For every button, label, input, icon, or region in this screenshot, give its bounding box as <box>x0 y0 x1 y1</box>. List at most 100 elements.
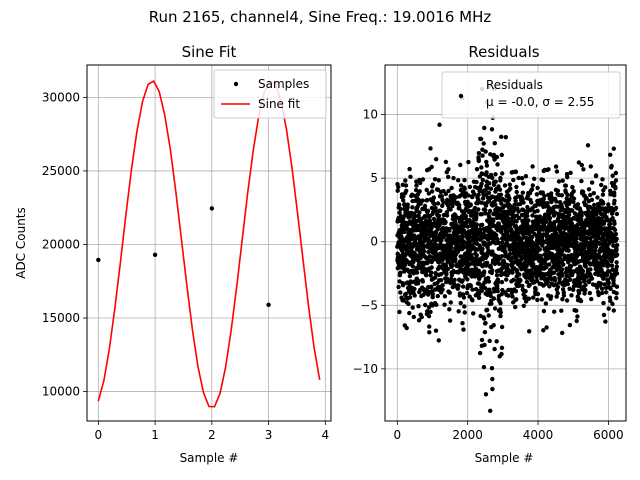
residual-point <box>570 185 575 190</box>
residual-point <box>549 276 554 282</box>
residual-point <box>498 313 503 319</box>
residual-point <box>604 272 610 278</box>
residual-point <box>429 189 435 194</box>
residual-point <box>442 294 448 299</box>
residual-point <box>568 264 574 269</box>
residual-point <box>518 278 523 283</box>
residual-point <box>431 195 436 200</box>
residual-point <box>403 291 408 297</box>
residual-point <box>408 290 413 296</box>
residual-point <box>535 208 540 214</box>
residual-point <box>496 184 501 189</box>
x-tick-label: 4000 <box>523 428 554 442</box>
residual-point <box>593 244 599 250</box>
residual-point <box>491 323 496 328</box>
legend-box <box>441 71 621 119</box>
figure-suptitle: Run 2165, channel4, Sine Freq.: 19.0016 … <box>149 8 492 26</box>
residual-point <box>431 216 437 222</box>
residual-point <box>593 248 598 253</box>
residual-point <box>427 330 432 335</box>
residual-point <box>552 309 557 314</box>
residual-point <box>499 324 505 330</box>
residual-point <box>443 159 449 165</box>
residual-point <box>613 170 619 176</box>
residual-point <box>452 277 457 283</box>
residual-point <box>404 325 409 331</box>
x-tick-label: 2000 <box>452 428 483 442</box>
residual-point <box>395 188 400 193</box>
residual-point <box>574 308 579 313</box>
residual-point <box>581 167 586 172</box>
residual-point <box>513 289 519 294</box>
residual-point <box>407 240 412 245</box>
residual-point <box>429 270 434 275</box>
residual-point <box>483 207 488 213</box>
residual-point <box>483 203 489 208</box>
residual-point <box>462 186 467 191</box>
residual-point <box>529 235 535 240</box>
residual-point <box>521 200 526 205</box>
residual-point <box>398 290 403 295</box>
y-tick-label: 10 <box>363 108 378 122</box>
residual-point <box>513 169 519 175</box>
residual-point <box>422 203 428 209</box>
residual-point <box>603 319 608 324</box>
residual-point <box>487 287 492 292</box>
residual-point <box>495 289 500 294</box>
residual-point <box>614 252 620 257</box>
residual-point <box>492 289 497 294</box>
sine-fit-ticks: 0 1 2 3 4 10000 15000 20000 25000 30000 <box>42 90 329 442</box>
residual-point <box>598 211 604 216</box>
residual-point <box>589 276 595 281</box>
residual-point <box>552 220 557 225</box>
residual-point <box>608 152 613 157</box>
residual-point <box>476 197 481 202</box>
residual-point <box>423 302 428 308</box>
residual-point <box>488 152 493 157</box>
residual-point <box>410 305 415 310</box>
sample-point <box>96 257 101 263</box>
residual-point <box>596 292 601 298</box>
residual-point <box>574 240 579 245</box>
residual-point <box>481 141 486 146</box>
residual-point <box>614 260 619 265</box>
residual-point <box>456 178 461 183</box>
residual-point <box>588 192 593 198</box>
residual-point <box>543 301 549 306</box>
residual-point <box>472 262 477 267</box>
residual-point <box>514 297 519 302</box>
residual-point <box>549 191 554 196</box>
residual-point <box>613 186 618 191</box>
residual-point <box>601 233 606 239</box>
residual-point <box>480 246 485 252</box>
residual-point <box>471 311 476 316</box>
residual-point <box>436 338 441 343</box>
residual-point <box>444 213 450 218</box>
residual-point <box>587 290 592 296</box>
residual-point <box>512 202 517 207</box>
residual-point <box>426 191 431 196</box>
residual-point <box>424 273 429 278</box>
residual-point <box>486 279 492 284</box>
residual-point <box>575 314 580 319</box>
residual-point <box>541 328 546 333</box>
residual-point <box>435 293 440 299</box>
residual-point <box>567 286 572 291</box>
residual-point <box>429 164 434 170</box>
residual-point <box>403 183 409 188</box>
residual-point <box>476 281 482 286</box>
residual-point <box>491 296 497 301</box>
residual-point <box>554 231 559 236</box>
residual-point <box>559 193 565 198</box>
sine-fit-panel: Sine Fit 0 1 2 3 41000015000200002500030000 … <box>14 43 332 465</box>
residual-point <box>436 213 442 218</box>
residual-point <box>601 300 606 306</box>
residual-point <box>406 301 411 307</box>
residual-point <box>568 170 573 175</box>
sine-fit-legend: Samples Sine fit <box>213 69 327 119</box>
residual-point <box>482 269 487 274</box>
residual-point <box>464 220 469 225</box>
residual-point <box>603 290 609 295</box>
residual-point <box>458 183 464 188</box>
residual-point <box>595 195 600 200</box>
